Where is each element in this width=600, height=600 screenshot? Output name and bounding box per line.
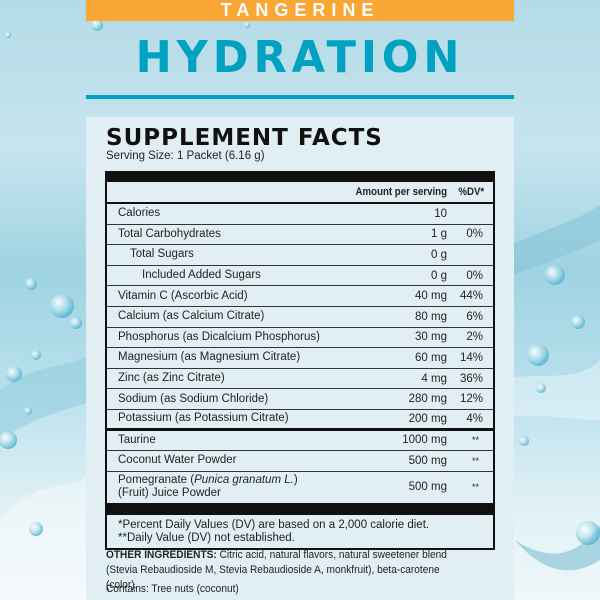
nutrient-amount: 1000 mg: [402, 434, 447, 447]
other-ingredients-text: Citric acid, natural flavors, natural sw…: [106, 549, 447, 591]
label-panel: [86, 117, 514, 600]
table-row: Magnesium (as Magnesium Citrate) 60 mg 1…: [107, 348, 493, 369]
nutrient-amount: 1 g: [431, 228, 447, 241]
table-row: Potassium (as Potassium Citrate) 200 mg …: [107, 410, 493, 431]
nutrient-name: Magnesium (as Magnesium Citrate): [118, 351, 301, 364]
footnotes: *Percent Daily Values (DV) are based on …: [107, 515, 493, 548]
allergen-statement: Contains: Tree nuts (coconut): [106, 583, 239, 595]
flavor-banner: TANGERINE: [86, 0, 514, 21]
nutrient-name: Calories: [118, 207, 161, 220]
nutrient-name: Taurine: [118, 433, 156, 446]
nutrient-name: Coconut Water Powder: [118, 454, 237, 467]
nutrient-amount: 60 mg: [415, 351, 447, 364]
nutrient-dv: **: [471, 482, 479, 493]
nutrient-dv: 2%: [466, 331, 483, 344]
nutrient-dv: 12%: [459, 393, 483, 406]
nutrient-dv: **: [471, 435, 479, 446]
nutrient-amount: 80 mg: [415, 310, 447, 323]
dv-column-header: %DV*: [458, 186, 485, 198]
nutrient-amount: 500 mg: [408, 454, 447, 467]
nutrient-name: Total Sugars: [130, 248, 194, 261]
nutrient-dv: **: [471, 455, 479, 466]
nutrient-amount: 200 mg: [408, 412, 447, 425]
table-row: Taurine 1000 mg **: [107, 431, 493, 452]
supplement-facts-heading: SUPPLEMENT FACTS: [106, 125, 383, 151]
table-header-row: Amount per serving %DV*: [107, 182, 493, 204]
nutrient-dv: 44%: [459, 290, 483, 303]
nutrient-amount: 500 mg: [408, 481, 447, 494]
table-row: Calories 10: [107, 204, 493, 225]
nutrient-amount: 0 g: [431, 248, 447, 261]
nutrient-dv: 0%: [466, 228, 483, 241]
table-row: Coconut Water Powder 500 mg **: [107, 451, 493, 472]
nutrient-amount: 0 g: [431, 269, 447, 282]
table-row: Calcium (as Calcium Citrate) 80 mg 6%: [107, 307, 493, 328]
nutrient-amount: 10: [434, 207, 447, 220]
nutrient-name: Included Added Sugars: [142, 269, 261, 282]
nutrient-name: Vitamin C (Ascorbic Acid): [118, 289, 248, 302]
supplement-facts-table: Amount per serving %DV* Calories 10 Tota…: [105, 171, 495, 550]
nutrient-name: Total Carbohydrates: [118, 227, 221, 240]
nutrient-name: Calcium (as Calcium Citrate): [118, 310, 265, 323]
nutrient-amount: 280 mg: [408, 393, 447, 406]
nutrient-dv: 6%: [466, 310, 483, 323]
table-row: Sodium (as Sodium Chloride) 280 mg 12%: [107, 389, 493, 410]
nutrient-name: Sodium (as Sodium Chloride): [118, 392, 269, 405]
nutrient-dv: 4%: [466, 412, 483, 425]
title-divider: [86, 95, 514, 99]
nutrient-name: Pomegranate (Punica granatum L.) (Fruit) …: [118, 474, 298, 500]
nutrient-name: Zinc (as Zinc Citrate): [118, 372, 225, 385]
table-row: Vitamin C (Ascorbic Acid) 40 mg 44%: [107, 286, 493, 307]
nutrient-dv: 14%: [459, 351, 483, 364]
nutrient-dv: 36%: [459, 372, 483, 385]
other-ingredients-label: OTHER INGREDIENTS:: [106, 549, 217, 561]
footnote-dv-basis: *Percent Daily Values (DV) are based on …: [118, 518, 430, 531]
nutrient-amount: 30 mg: [415, 331, 447, 344]
serving-size: Serving Size: 1 Packet (6.16 g): [106, 150, 265, 162]
amount-column-header: Amount per serving: [355, 186, 447, 198]
table-row: Phosphorus (as Dicalcium Phosphorus) 30 …: [107, 328, 493, 349]
other-ingredients: OTHER INGREDIENTS: Citric acid, natural …: [106, 548, 469, 593]
nutrient-amount: 40 mg: [415, 290, 447, 303]
table-row: Included Added Sugars 0 g 0%: [107, 266, 493, 287]
nutrient-dv: 0%: [466, 269, 483, 282]
table-divider-bar: [107, 502, 493, 515]
nutrient-name: Potassium (as Potassium Citrate): [118, 412, 289, 425]
footnote-dv-not-established: **Daily Value (DV) not established.: [118, 531, 295, 544]
table-row: Total Sugars 0 g: [107, 245, 493, 266]
table-row: Zinc (as Zinc Citrate) 4 mg 36%: [107, 369, 493, 390]
nutrient-amount: 4 mg: [421, 372, 447, 385]
product-title: HYDRATION: [135, 32, 465, 83]
nutrient-name: Phosphorus (as Dicalcium Phosphorus): [118, 330, 320, 343]
table-row: Pomegranate (Punica granatum L.) (Fruit) …: [107, 472, 493, 503]
table-row: Total Carbohydrates 1 g 0%: [107, 225, 493, 246]
